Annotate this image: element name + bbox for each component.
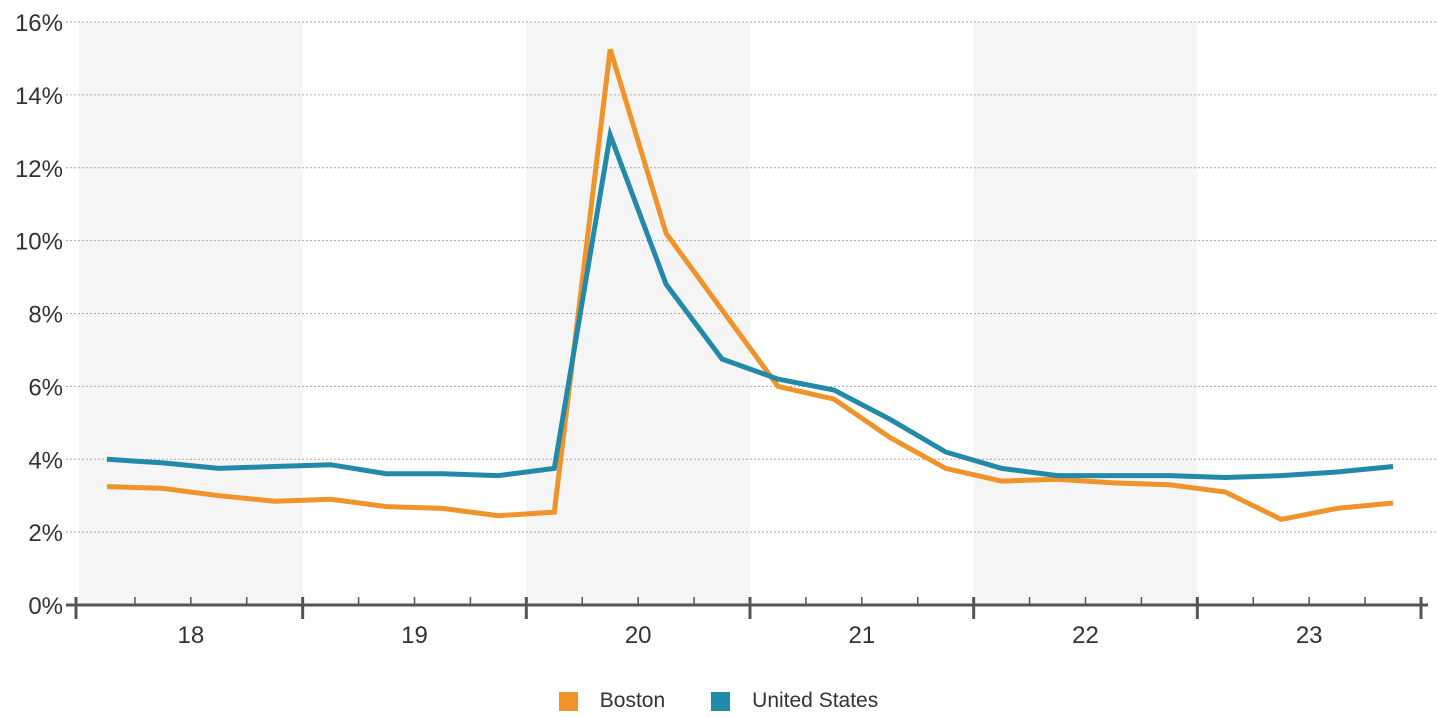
y-tick-label: 4% — [28, 447, 63, 474]
y-tick-label: 2% — [28, 520, 63, 547]
x-tick-label: 23 — [1296, 622, 1323, 649]
legend-item-boston[interactable]: Boston — [558, 689, 666, 713]
y-tick-label: 10% — [15, 229, 63, 256]
legend-swatch-boston — [558, 691, 578, 711]
x-tick-label: 20 — [625, 622, 652, 649]
x-axis-labels: 18 19 20 21 22 23 — [177, 622, 1322, 649]
y-tick-label: 16% — [15, 10, 63, 37]
legend-label-united-states: United States — [752, 689, 879, 712]
x-tick-label: 21 — [848, 622, 875, 649]
y-axis-labels: 0% 2% 4% 6% 8% 10% 12% 14% 16% — [15, 10, 63, 620]
x-tick-label: 18 — [177, 622, 204, 649]
series-line-boston — [106, 48, 1394, 523]
x-axis — [66, 597, 1428, 619]
legend: Boston United States — [0, 686, 1437, 716]
y-tick-label: 12% — [15, 156, 63, 183]
series-lines — [106, 48, 1394, 523]
legend-item-united-states[interactable]: United States — [711, 689, 878, 713]
legend-swatch-united-states — [711, 691, 731, 711]
y-tick-label: 0% — [28, 593, 63, 620]
y-tick-label: 6% — [28, 374, 63, 401]
y-tick-label: 8% — [28, 302, 63, 329]
unemployment-line-chart: 0% 2% 4% 6% 8% 10% 12% 14% 16% 18 19 20 21 22 23 — [15, 10, 1437, 649]
y-tick-label: 14% — [15, 83, 63, 110]
grid-lines — [66, 21, 1437, 533]
legend-label-boston: Boston — [599, 689, 666, 712]
series-line-united-states — [106, 125, 1394, 481]
x-tick-label: 22 — [1072, 622, 1099, 649]
x-tick-label: 19 — [401, 622, 428, 649]
